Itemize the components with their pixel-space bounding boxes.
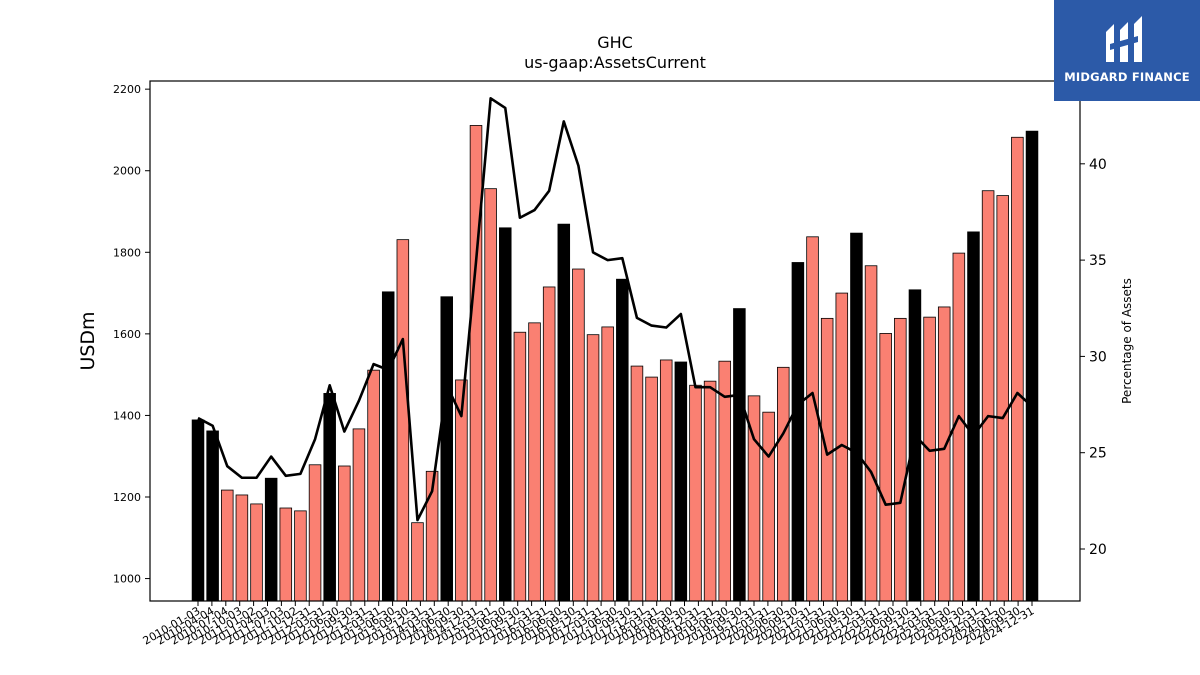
y2-tick-label: 20 [1089, 542, 1107, 558]
y2-axis-label: Percentage of Assets [1120, 278, 1134, 404]
axes: 1000120014001600180020002200202530354020… [113, 80, 1107, 648]
bar [659, 359, 673, 602]
logo-text: MIDGARD FINANCE [1064, 70, 1190, 84]
bar [513, 331, 527, 602]
y2-tick-label: 25 [1089, 446, 1107, 462]
bar [1011, 136, 1024, 602]
bar [630, 365, 644, 602]
bar [557, 223, 571, 602]
bar [908, 289, 922, 602]
bar [411, 522, 424, 602]
bar [1025, 130, 1039, 602]
bar [250, 503, 263, 602]
bar [937, 306, 951, 602]
bar [396, 239, 410, 602]
bar [381, 291, 395, 602]
bar [469, 125, 483, 602]
bar [308, 464, 322, 602]
bar [191, 419, 205, 602]
bar [689, 384, 702, 602]
y2-tick-label: 35 [1089, 253, 1107, 269]
bar [791, 262, 805, 602]
bar-series [191, 125, 1039, 602]
bar [967, 231, 980, 602]
bar [586, 334, 600, 602]
y-tick-label: 1800 [113, 246, 141, 259]
bar [264, 477, 278, 602]
bar [352, 428, 366, 602]
midgard-finance-logo: MIDGARD FINANCE [1054, 0, 1200, 101]
bar [703, 380, 717, 602]
bar [762, 411, 775, 602]
bar [674, 361, 688, 602]
bar [996, 195, 1009, 602]
y-axis-label: USDm [77, 311, 99, 370]
bar [733, 308, 746, 602]
line-path [197, 97, 1033, 522]
bar [221, 489, 234, 602]
bar [484, 188, 497, 602]
bar [864, 265, 878, 602]
bar [806, 236, 819, 602]
chart-subtitle: us-gaap:AssetsCurrent [524, 53, 706, 72]
bar [528, 322, 541, 602]
logo-mark-icon [1106, 16, 1142, 62]
y2-tick-label: 30 [1089, 349, 1107, 365]
line-series [197, 97, 1033, 522]
bar [206, 430, 219, 602]
bar [894, 317, 907, 602]
bar [294, 510, 307, 602]
bar [981, 190, 995, 602]
bar [850, 232, 863, 602]
y-tick-label: 1200 [113, 491, 141, 504]
bar [279, 507, 293, 602]
bar [923, 316, 936, 602]
bar [235, 494, 249, 602]
bar [542, 286, 556, 602]
bar [777, 366, 790, 602]
chart-title: GHC [597, 33, 633, 52]
y2-tick-label: 40 [1089, 157, 1107, 173]
bar [645, 376, 658, 602]
bar [616, 278, 629, 602]
bar [572, 268, 585, 602]
y-tick-label: 1000 [113, 573, 141, 586]
bar [820, 317, 834, 602]
bar [323, 393, 336, 602]
bar [879, 333, 892, 602]
bar [367, 369, 380, 602]
y-tick-label: 2200 [113, 83, 141, 96]
bar [499, 227, 512, 602]
bar [440, 296, 453, 602]
bar [338, 465, 351, 602]
y-tick-label: 1600 [113, 328, 141, 341]
y-tick-label: 1400 [113, 409, 141, 422]
y-tick-label: 2000 [113, 165, 141, 178]
bar [601, 326, 614, 602]
